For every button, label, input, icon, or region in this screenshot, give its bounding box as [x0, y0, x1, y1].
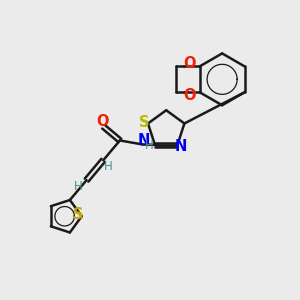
- Text: H: H: [145, 140, 153, 152]
- Text: O: O: [183, 56, 196, 71]
- Text: H: H: [74, 179, 83, 193]
- Text: S: S: [139, 115, 149, 130]
- Text: S: S: [73, 207, 83, 222]
- Text: N: N: [137, 133, 150, 148]
- Text: O: O: [97, 114, 109, 129]
- Text: N: N: [175, 139, 187, 154]
- Text: H: H: [104, 160, 113, 173]
- Text: O: O: [183, 88, 196, 103]
